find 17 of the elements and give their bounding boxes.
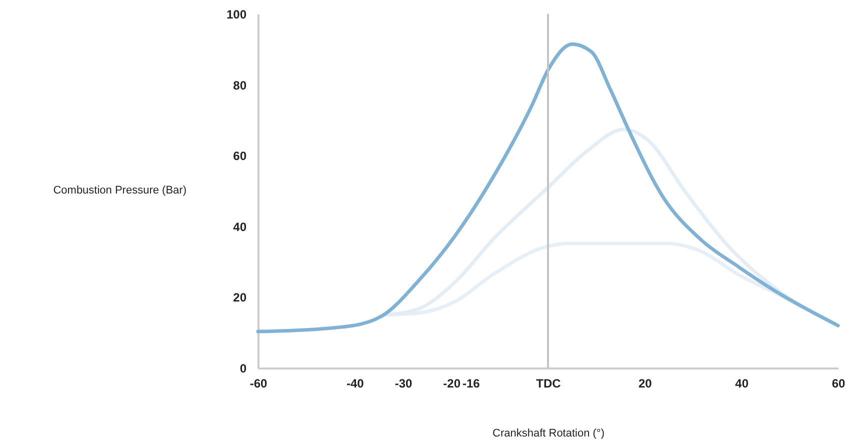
y-tick-label: 40 <box>233 220 247 234</box>
x-tick-label: 60 <box>832 376 846 390</box>
x-tick-label: -40 <box>346 376 364 390</box>
y-tick-label: 100 <box>226 8 247 22</box>
y-tick-label: 60 <box>233 149 247 164</box>
x-tick-label: TDC <box>536 376 562 390</box>
y-tick-label: 0 <box>240 362 247 376</box>
x-tick-label: -60 <box>250 376 268 390</box>
y-axis-title: Combustion Pressure (Bar) <box>53 184 186 196</box>
x-tick-label: -16 <box>462 376 480 390</box>
x-axis-title: Crankshaft Rotation (°) <box>492 428 604 440</box>
y-tick-label: 80 <box>233 78 247 92</box>
y-tick-label: 20 <box>233 290 247 305</box>
x-tick-label: 40 <box>735 376 749 390</box>
x-tick-label: 20 <box>638 376 652 390</box>
x-tick-label: -20 <box>443 376 461 390</box>
x-tick-label: -30 <box>394 376 412 390</box>
